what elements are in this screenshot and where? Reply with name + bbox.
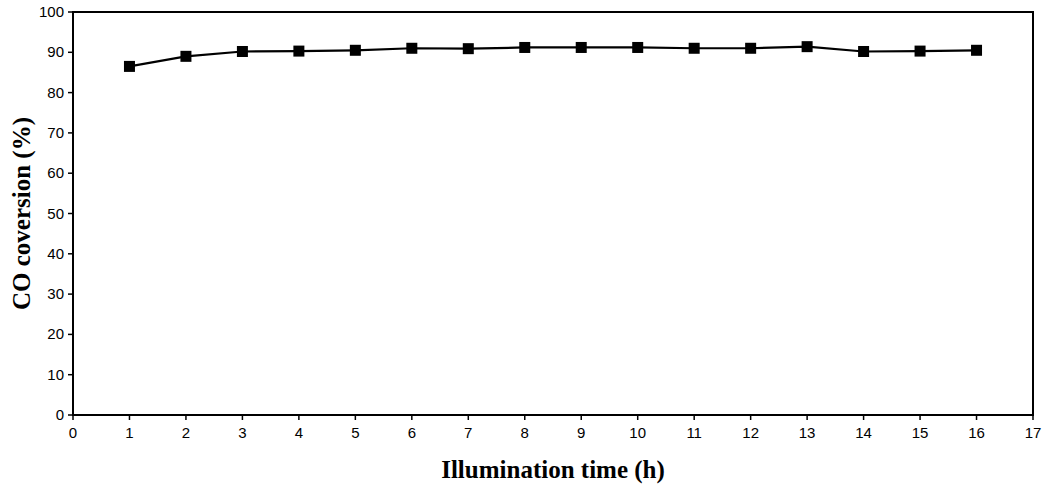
y-tick xyxy=(68,213,73,215)
y-tick-label: 20 xyxy=(47,325,64,342)
x-tick xyxy=(806,415,808,420)
data-point xyxy=(802,41,813,52)
y-tick-label: 70 xyxy=(47,124,64,141)
data-point xyxy=(350,45,361,56)
x-tick xyxy=(863,415,865,420)
y-tick-label: 0 xyxy=(56,406,64,423)
x-tick-label: 8 xyxy=(521,424,529,441)
data-point xyxy=(180,51,191,62)
x-tick-label: 13 xyxy=(799,424,816,441)
data-point xyxy=(858,46,869,57)
data-point xyxy=(971,45,982,56)
y-tick-label: 30 xyxy=(47,285,64,302)
x-tick xyxy=(185,415,187,420)
data-point xyxy=(463,43,474,54)
x-tick-label: 7 xyxy=(464,424,472,441)
data-point xyxy=(406,43,417,54)
x-tick-label: 5 xyxy=(351,424,359,441)
x-tick-label: 16 xyxy=(968,424,985,441)
x-tick-label: 14 xyxy=(855,424,872,441)
x-tick-label: 17 xyxy=(1025,424,1042,441)
y-tick xyxy=(68,374,73,376)
chart-root: 0123456789101112131415161701020304050607… xyxy=(0,0,1063,496)
x-tick xyxy=(693,415,695,420)
data-point xyxy=(689,43,700,54)
y-tick xyxy=(68,414,73,416)
x-tick xyxy=(298,415,300,420)
y-axis-label: CO coversion (%) xyxy=(8,117,36,310)
y-tick xyxy=(68,11,73,13)
y-tick-label: 60 xyxy=(47,164,64,181)
y-tick xyxy=(68,293,73,295)
data-point xyxy=(293,46,304,57)
data-point xyxy=(237,46,248,57)
x-tick xyxy=(524,415,526,420)
x-tick xyxy=(242,415,244,420)
y-tick-label: 10 xyxy=(47,366,64,383)
x-tick xyxy=(976,415,978,420)
x-tick-label: 11 xyxy=(686,424,702,441)
y-tick-label: 40 xyxy=(47,245,64,262)
x-tick-label: 4 xyxy=(295,424,303,441)
data-line xyxy=(129,47,976,67)
x-tick-label: 3 xyxy=(238,424,246,441)
x-tick xyxy=(637,415,639,420)
x-tick-label: 6 xyxy=(408,424,416,441)
x-tick xyxy=(1032,415,1034,420)
x-tick xyxy=(580,415,582,420)
y-tick-label: 80 xyxy=(47,84,64,101)
data-point xyxy=(124,61,135,72)
x-tick-label: 0 xyxy=(69,424,77,441)
chart: 0123456789101112131415161701020304050607… xyxy=(0,0,1063,496)
plot-data xyxy=(124,41,982,72)
y-tick xyxy=(68,253,73,255)
x-tick xyxy=(750,415,752,420)
x-tick-label: 15 xyxy=(912,424,929,441)
x-tick xyxy=(411,415,413,420)
x-tick-label: 2 xyxy=(182,424,190,441)
y-tick xyxy=(68,172,73,174)
x-axis-label: Illumination time (h) xyxy=(441,456,665,484)
plot-frame xyxy=(73,12,1033,415)
y-tick-label: 90 xyxy=(47,43,64,60)
x-tick-label: 12 xyxy=(742,424,759,441)
y-tick-label: 50 xyxy=(47,205,64,222)
y-tick xyxy=(68,132,73,134)
y-tick xyxy=(68,92,73,94)
data-point xyxy=(915,46,926,57)
y-tick xyxy=(68,334,73,336)
y-tick-label: 100 xyxy=(39,3,64,20)
data-point xyxy=(576,42,587,53)
x-tick xyxy=(468,415,470,420)
y-tick xyxy=(68,52,73,54)
x-tick xyxy=(129,415,131,420)
x-tick-label: 9 xyxy=(577,424,585,441)
data-point xyxy=(745,43,756,54)
x-tick-label: 1 xyxy=(125,424,133,441)
data-point xyxy=(632,42,643,53)
x-tick xyxy=(355,415,357,420)
x-tick xyxy=(919,415,921,420)
data-point xyxy=(519,42,530,53)
x-tick-label: 10 xyxy=(629,424,646,441)
